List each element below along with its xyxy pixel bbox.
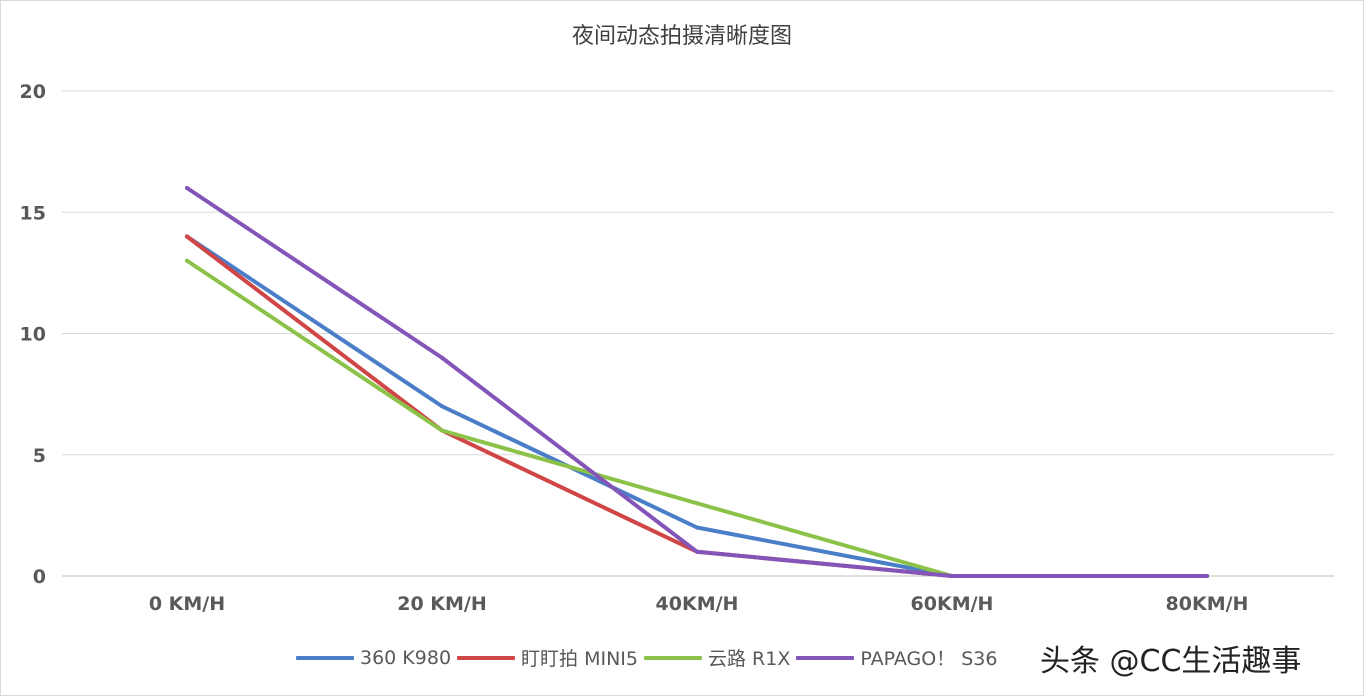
chart-title: 夜间动态拍摄清晰度图	[571, 24, 792, 49]
x-tick-label: 60KM/H	[911, 593, 994, 615]
data-point	[1205, 574, 1209, 578]
legend-item: 360 K980	[296, 647, 451, 669]
watermark-text: 头条 @CC生活趣事	[1040, 644, 1302, 679]
legend-swatch	[296, 655, 354, 660]
legend-label: PAPAGO！ S36	[860, 648, 998, 670]
x-tick-label: 0 KM/H	[149, 593, 225, 615]
series-line-4	[185, 186, 1209, 578]
y-tick-label: 15	[20, 202, 46, 224]
data-point	[695, 525, 699, 530]
series-line-2	[185, 234, 1209, 578]
data-point	[440, 428, 444, 433]
data-point	[185, 234, 189, 239]
legend-label: 云路 R1X	[707, 648, 791, 670]
data-point	[695, 501, 699, 506]
y-tick-label: 0	[33, 566, 46, 588]
x-tick-label: 80KM/H	[1166, 593, 1249, 615]
data-point	[950, 574, 954, 578]
legend-swatch	[457, 655, 516, 660]
legend-item: 云路 R1X	[643, 644, 791, 671]
legend-item: 盯盯拍 MINI5	[457, 644, 638, 671]
data-point	[185, 186, 189, 190]
data-point	[185, 258, 189, 263]
data-point	[440, 355, 444, 360]
legend-swatch	[796, 655, 855, 660]
y-tick-label: 10	[20, 324, 46, 346]
series-line-1	[185, 234, 1209, 578]
y-tick-label: 20	[20, 81, 46, 103]
chart-legend: 360 K980 盯盯拍 MINI5 云路 R1X PAPAGO！ S36	[296, 644, 1003, 671]
legend-item: PAPAGO！ S36	[796, 644, 997, 671]
legend-label: 盯盯拍 MINI5	[521, 648, 638, 670]
data-point	[695, 549, 699, 554]
legend-swatch	[643, 655, 702, 660]
x-tick-label: 40KM/H	[656, 593, 739, 615]
x-tick-label: 20 KM/H	[397, 593, 487, 615]
y-tick-label: 5	[33, 445, 46, 467]
data-point	[440, 404, 444, 409]
legend-label: 360 K980	[360, 646, 452, 669]
